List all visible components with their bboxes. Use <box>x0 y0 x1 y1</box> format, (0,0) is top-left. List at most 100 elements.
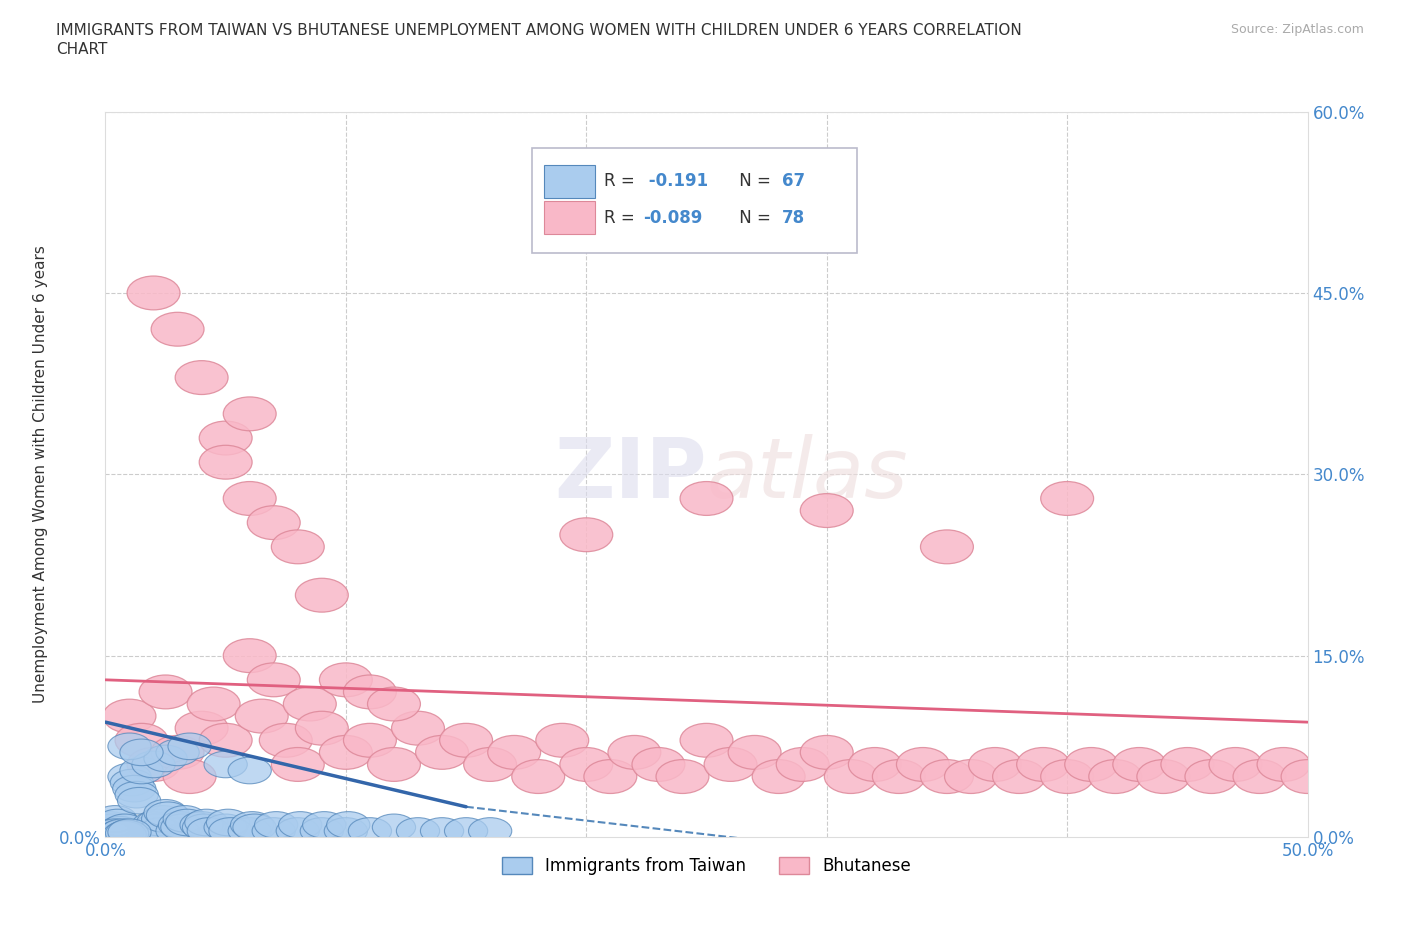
Ellipse shape <box>295 711 349 745</box>
Ellipse shape <box>468 817 512 844</box>
Ellipse shape <box>1040 760 1094 793</box>
Ellipse shape <box>1064 748 1118 781</box>
Ellipse shape <box>420 817 464 844</box>
Ellipse shape <box>681 482 733 515</box>
Ellipse shape <box>301 817 343 844</box>
Ellipse shape <box>945 760 997 793</box>
FancyBboxPatch shape <box>544 201 595 234</box>
Ellipse shape <box>86 817 129 844</box>
Ellipse shape <box>228 757 271 784</box>
Ellipse shape <box>209 817 252 844</box>
Ellipse shape <box>259 724 312 757</box>
Ellipse shape <box>139 675 193 709</box>
Ellipse shape <box>231 812 274 838</box>
Ellipse shape <box>108 764 150 790</box>
Ellipse shape <box>284 687 336 721</box>
Ellipse shape <box>132 812 176 838</box>
Ellipse shape <box>143 745 187 772</box>
Ellipse shape <box>224 639 276 672</box>
Ellipse shape <box>118 788 160 814</box>
Ellipse shape <box>115 781 159 808</box>
Text: atlas: atlas <box>707 433 908 515</box>
Ellipse shape <box>150 736 204 769</box>
Ellipse shape <box>103 821 146 848</box>
Ellipse shape <box>235 699 288 733</box>
Ellipse shape <box>89 812 132 838</box>
Ellipse shape <box>349 817 391 844</box>
Ellipse shape <box>183 814 225 841</box>
Ellipse shape <box>200 445 252 479</box>
Ellipse shape <box>373 814 416 841</box>
Ellipse shape <box>176 361 228 394</box>
Ellipse shape <box>228 817 271 844</box>
Ellipse shape <box>391 711 444 745</box>
Ellipse shape <box>271 530 325 564</box>
Ellipse shape <box>800 494 853 527</box>
Ellipse shape <box>127 748 180 781</box>
Ellipse shape <box>127 276 180 310</box>
Ellipse shape <box>156 817 200 844</box>
Ellipse shape <box>105 820 149 846</box>
Text: CHART: CHART <box>56 42 108 57</box>
Y-axis label: Unemployment Among Women with Children Under 6 years: Unemployment Among Women with Children U… <box>32 246 48 703</box>
Ellipse shape <box>120 739 163 765</box>
Ellipse shape <box>108 733 150 760</box>
Ellipse shape <box>325 817 367 844</box>
Ellipse shape <box>776 748 830 781</box>
Ellipse shape <box>156 739 200 765</box>
Ellipse shape <box>800 736 853 769</box>
Ellipse shape <box>252 817 295 844</box>
Ellipse shape <box>101 819 143 845</box>
Ellipse shape <box>1233 760 1286 793</box>
Ellipse shape <box>200 724 252 757</box>
Ellipse shape <box>319 736 373 769</box>
Ellipse shape <box>163 805 207 832</box>
Ellipse shape <box>98 820 142 846</box>
Ellipse shape <box>167 733 211 760</box>
Ellipse shape <box>224 482 276 515</box>
Ellipse shape <box>1088 760 1142 793</box>
Ellipse shape <box>150 312 204 346</box>
Ellipse shape <box>969 748 1022 781</box>
Ellipse shape <box>132 751 176 777</box>
Ellipse shape <box>120 757 163 784</box>
Text: ZIP: ZIP <box>554 433 707 515</box>
Ellipse shape <box>1281 760 1334 793</box>
Ellipse shape <box>681 724 733 757</box>
Ellipse shape <box>728 736 782 769</box>
Ellipse shape <box>160 814 204 841</box>
Ellipse shape <box>367 748 420 781</box>
Ellipse shape <box>136 809 180 836</box>
Text: 78: 78 <box>782 208 806 227</box>
Ellipse shape <box>184 809 228 836</box>
Legend: Immigrants from Taiwan, Bhutanese: Immigrants from Taiwan, Bhutanese <box>494 848 920 884</box>
Ellipse shape <box>560 748 613 781</box>
Ellipse shape <box>464 748 516 781</box>
Ellipse shape <box>98 817 142 844</box>
Ellipse shape <box>142 805 184 832</box>
Ellipse shape <box>159 812 201 838</box>
Ellipse shape <box>276 817 319 844</box>
Ellipse shape <box>187 817 231 844</box>
Ellipse shape <box>139 817 183 844</box>
Ellipse shape <box>204 751 247 777</box>
Ellipse shape <box>1161 748 1213 781</box>
Ellipse shape <box>607 736 661 769</box>
Ellipse shape <box>110 769 153 796</box>
Ellipse shape <box>108 819 150 845</box>
Ellipse shape <box>135 814 177 841</box>
Ellipse shape <box>512 760 565 793</box>
Ellipse shape <box>96 809 139 836</box>
Ellipse shape <box>993 760 1046 793</box>
Ellipse shape <box>921 530 973 564</box>
FancyBboxPatch shape <box>544 165 595 198</box>
Ellipse shape <box>93 805 136 832</box>
Ellipse shape <box>271 748 325 781</box>
Ellipse shape <box>343 724 396 757</box>
Text: N =: N = <box>734 208 776 227</box>
Ellipse shape <box>278 812 322 838</box>
Ellipse shape <box>872 760 925 793</box>
Ellipse shape <box>326 812 370 838</box>
Ellipse shape <box>247 663 301 697</box>
Ellipse shape <box>204 814 247 841</box>
